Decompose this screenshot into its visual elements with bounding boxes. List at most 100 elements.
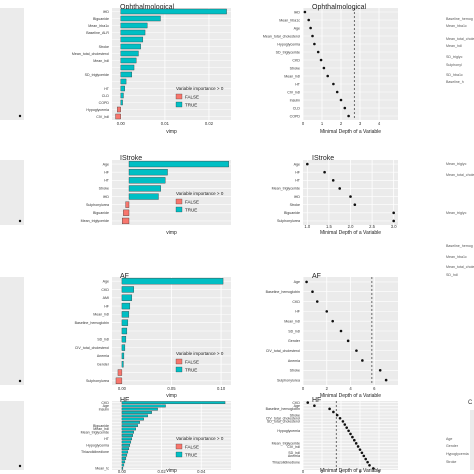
x-tick-label: 4	[349, 386, 352, 391]
legend-title: Variable importance > 0	[176, 86, 224, 91]
bar-cld	[120, 92, 124, 99]
partial-right-label: Mean_hba1c	[446, 24, 467, 28]
point-ckd	[319, 58, 323, 62]
tick-label-ht: HT	[104, 179, 110, 183]
point-mean-total-cholesterol	[358, 448, 362, 451]
point-civ-total-cholesterol	[355, 349, 358, 352]
tick-label-age: Age	[294, 162, 300, 166]
point-copd	[372, 467, 375, 470]
point-insulin	[364, 457, 368, 461]
bar-insulin	[120, 78, 127, 85]
bar-ckd	[120, 36, 144, 43]
point-sd-total-cholesterol	[341, 420, 345, 423]
panel-af-dot: AF Age Baseline_hemoglobin CKD HF Mean_hdl SD_…	[266, 273, 398, 399]
bar-ht	[128, 177, 166, 184]
bar-mean-tc	[121, 466, 124, 470]
tick-label-civ-total-cholesterol: CIV_total_cholesterol	[75, 346, 109, 350]
partial-left-point	[18, 114, 22, 118]
x-tick-label: 0.04	[197, 469, 206, 474]
x-tick-label: 3.0	[391, 224, 397, 229]
tick-label-hypoglycemia: Hypoglycemia	[86, 444, 109, 448]
tick-label-thiazolidinedione: Thiazolidinedione	[81, 450, 109, 454]
bar-age	[121, 277, 224, 285]
tick-label-ihd: IHD	[294, 195, 301, 199]
panel-title: AF	[120, 273, 129, 280]
partial-right-label: Sulphonyl	[446, 63, 462, 67]
tick-label-stroke: Stroke	[99, 45, 109, 49]
point-sd-hba1c	[349, 432, 352, 436]
tick-label-copd: COPD	[99, 101, 110, 105]
bar-civ-total-cholesterol	[121, 344, 126, 351]
partial-left-panel	[0, 277, 24, 385]
tick-label-mean-hba1c: Mean_hba1c	[279, 18, 300, 22]
partial-right-label: Mean_hba1c	[446, 255, 467, 259]
point-anemia	[362, 454, 366, 458]
tick-label-sulphonylurea: Sulphonylurea	[277, 219, 300, 223]
x-tick-label: 0	[302, 386, 305, 391]
bar-baseline-alr	[120, 29, 146, 36]
bar-mean-triglyceride	[122, 217, 130, 225]
partial-right-label: Mean_triglyc	[446, 162, 467, 166]
legend-label-false: FALSE	[185, 444, 199, 449]
tick-label-biguanide: Biguanide	[284, 211, 300, 215]
x-tick-label: 0.02	[158, 469, 167, 474]
legend-title: Variable importance > 0	[176, 191, 224, 196]
point-thiazolidinedione	[366, 460, 369, 464]
tick-label-ihd: IHD	[294, 10, 301, 14]
x-tick-label: 2	[340, 121, 343, 126]
tick-label-hf: HF	[295, 310, 301, 314]
point-hf	[323, 170, 326, 174]
tick-label-civ-hdl: CIV_hdl	[287, 90, 300, 94]
bar-stroke	[121, 417, 144, 421]
tick-label-sd-hdl: SD_hdl	[288, 451, 300, 455]
tick-label-insulin: Insulin	[290, 98, 300, 102]
tick-label-mean-hba1c: Mean_hba1c	[88, 24, 109, 28]
bar-age	[120, 64, 135, 71]
partial-right-label: SD_hba1c	[446, 73, 463, 77]
bar-gender	[121, 361, 124, 368]
tick-label-biguanide: Biguanide	[93, 211, 109, 215]
tick-label-civ-hdl: CIV_hdl	[96, 115, 109, 119]
tick-label-civ-total-cholesterol: CIV_total_cholesterol	[266, 349, 300, 353]
legend-label-false: FALSE	[185, 359, 199, 364]
tick-label-sulphonylurea: Sulphonylurea	[86, 203, 109, 207]
bar-sd-hba1c	[121, 434, 133, 437]
tick-label-ckd: CKD	[292, 58, 300, 62]
legend-swatch-true	[175, 206, 183, 213]
bar-age	[128, 160, 229, 168]
x-tick-label: 0.01	[161, 121, 170, 126]
tick-label-baseline-alr: Baseline_ALR	[86, 31, 109, 35]
legend-title: Variable importance > 0	[176, 351, 224, 356]
x-tick-label: 0.00	[118, 469, 127, 474]
tick-label-age: Age	[294, 404, 300, 408]
bar-stroke	[120, 43, 141, 50]
partial-left-background	[0, 8, 24, 120]
tick-label-hypoglycemia: Hypoglycemia	[277, 42, 300, 46]
point-gender	[353, 438, 356, 442]
bar-biguanide	[123, 209, 130, 216]
x-tick-label: 1	[321, 121, 324, 126]
x-axis-label: vimp	[166, 468, 177, 474]
x-axis-label: vimp	[166, 129, 177, 135]
panel-ophthalmological-bar: Ophthalmological IHD Biguanide Mean_hba1c Ba…	[72, 4, 231, 135]
partial-right-label: Stroke	[446, 460, 456, 464]
tick-label-age: Age	[103, 404, 109, 408]
tick-label-mean-hdl: Mean_hdl	[284, 319, 300, 323]
point-gender	[346, 339, 350, 343]
x-tick-label: 0.10	[217, 386, 226, 391]
tick-label-ht: HT	[295, 82, 301, 86]
tick-label-ihd: IHD	[103, 195, 110, 199]
tick-label-hypoglycemia: Hypoglycemia	[86, 108, 109, 112]
bar-baseline-hemoglobin	[121, 319, 129, 326]
bar-civ-hdl	[115, 113, 121, 120]
tick-label-ht: HT	[104, 437, 110, 441]
tick-label-age: Age	[103, 279, 109, 283]
point-stroke	[335, 413, 339, 417]
bar-mean-hba1c	[121, 440, 132, 444]
tick-label-age: Age	[103, 162, 109, 166]
legend-label-true: TRUE	[185, 102, 197, 107]
tick-label-baseline-hemoglobin: Baseline_hemoglobin	[75, 321, 109, 325]
tick-label-stroke: Stroke	[99, 187, 109, 191]
bar-hypoglycemia	[121, 443, 131, 447]
